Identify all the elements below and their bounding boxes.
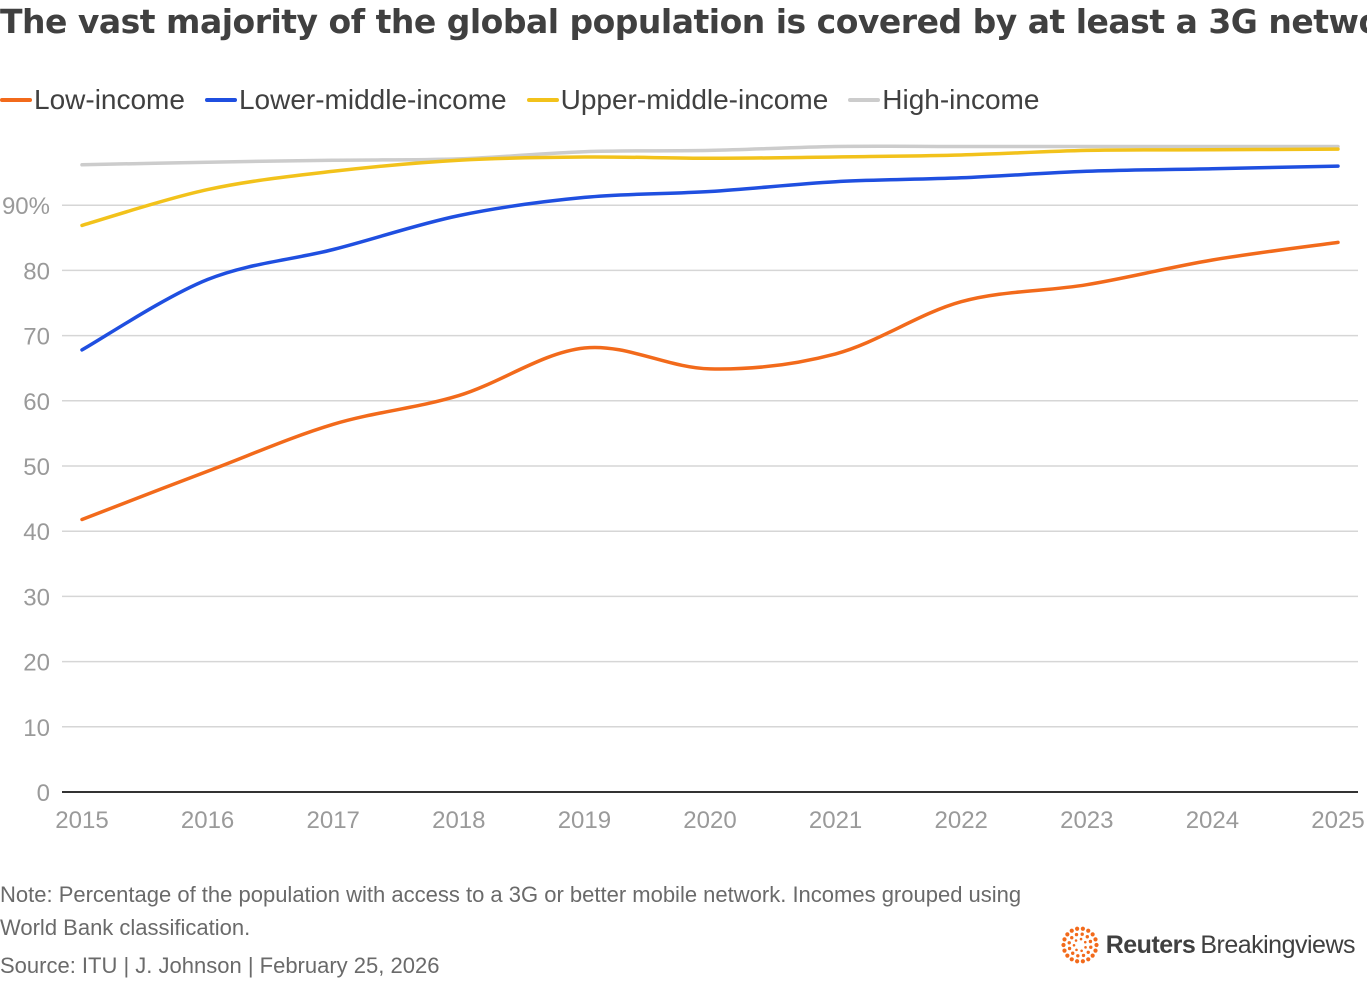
logo-dot xyxy=(1064,932,1070,937)
logo-dot xyxy=(1062,948,1067,953)
logo-dot xyxy=(1069,928,1074,933)
y-tick-label-40: 40 xyxy=(23,519,50,546)
legend-item-high-income: High-income xyxy=(848,84,1039,116)
x-tick-label-2015: 2015 xyxy=(55,807,108,834)
logo-dot xyxy=(1074,932,1078,937)
y-tick-label-90: 90% xyxy=(2,193,50,220)
x-tick-label-2017: 2017 xyxy=(307,807,360,834)
logo-dot xyxy=(1090,932,1095,937)
logo-dot xyxy=(1086,950,1090,954)
x-tick-label-2018: 2018 xyxy=(432,807,485,834)
legend-label-upper-middle-income: Upper-middle-income xyxy=(560,84,829,115)
series-line-upper-middle-income xyxy=(80,147,1340,228)
y-tick-label-30: 30 xyxy=(23,584,50,611)
reuters-breakingviews-logo: Reuters Breakingviews xyxy=(1060,925,1355,965)
chart-note: Note: Percentage of the population with … xyxy=(0,882,1022,940)
logo-dot xyxy=(1080,932,1084,936)
chart-legend: Low-income Lower-middle-income Upper-mid… xyxy=(0,84,1059,116)
chart-source: Source: ITU | J. Johnson | February 25, … xyxy=(0,953,440,978)
logo-dot xyxy=(1074,959,1079,964)
legend-swatch-low-income xyxy=(0,98,32,102)
x-tick-label-2020: 2020 xyxy=(683,807,736,834)
logo-dot xyxy=(1080,926,1085,931)
x-tick-label-2016: 2016 xyxy=(181,807,234,834)
y-tick-label-50: 50 xyxy=(23,454,50,481)
logo-dot xyxy=(1074,948,1078,952)
y-tick-label-20: 20 xyxy=(23,650,50,677)
logo-dot xyxy=(1062,937,1067,942)
logo-dot xyxy=(1079,937,1083,941)
series-line-low-income xyxy=(80,240,1340,522)
y-tick-label-10: 10 xyxy=(23,715,50,742)
brand-name-breakingviews: Breakingviews xyxy=(1200,930,1355,959)
logo-dot xyxy=(1074,939,1078,942)
legend-swatch-upper-middle-income xyxy=(526,98,559,102)
x-tick-label-2019: 2019 xyxy=(558,807,611,834)
logo-dot xyxy=(1067,946,1071,951)
logo-dot xyxy=(1067,941,1071,945)
logo-dot xyxy=(1083,940,1087,944)
logo-dot xyxy=(1069,936,1074,940)
logo-dot xyxy=(1094,942,1099,948)
legend-item-low-income: Low-income xyxy=(0,84,185,116)
y-tick-label-70: 70 xyxy=(23,324,50,351)
logo-dot xyxy=(1061,942,1066,948)
logo-dot xyxy=(1093,937,1098,942)
logo-dot xyxy=(1080,959,1085,964)
logo-dot xyxy=(1088,939,1092,944)
reuters-dot-ring-logo-icon xyxy=(1061,926,1099,964)
logo-dot xyxy=(1085,957,1091,962)
brand-name-reuters: Reuters xyxy=(1105,930,1196,959)
x-tick-label-2022: 2022 xyxy=(935,807,988,834)
logo-dot xyxy=(1085,928,1091,933)
legend-label-low-income: Low-income xyxy=(34,84,185,115)
logo-dot xyxy=(1072,943,1076,947)
y-tick-label-0: 0 xyxy=(37,780,50,807)
logo-dot xyxy=(1081,953,1085,958)
legend-item-upper-middle-income: Upper-middle-income xyxy=(526,84,829,116)
y-tick-label-80: 80 xyxy=(23,258,50,285)
series-line-high-income xyxy=(80,144,1340,167)
logo-dot xyxy=(1080,949,1083,953)
logo-dot xyxy=(1093,948,1098,953)
x-tick-label-2024: 2024 xyxy=(1186,807,1239,834)
legend-item-lower-middle-income: Lower-middle-income xyxy=(204,84,507,116)
logo-dot xyxy=(1085,935,1089,939)
logo-dot xyxy=(1064,953,1070,958)
legend-label-high-income: High-income xyxy=(882,84,1040,115)
logo-dot xyxy=(1070,951,1075,955)
logo-dot xyxy=(1083,946,1087,949)
legend-label-lower-middle-income: Lower-middle-income xyxy=(238,84,507,115)
line-chart: 0 10 20 30 40 50 60 70 80 90% 2015 2016 2017 2018 2019… xyxy=(2,144,1365,834)
logo-dot xyxy=(1090,953,1095,958)
series-line-lower-middle-income xyxy=(80,164,1340,352)
logo-dot xyxy=(1069,957,1074,962)
chart-title: The vast majority of the global populati… xyxy=(0,2,1367,41)
x-tick-label-2025: 2025 xyxy=(1311,807,1364,834)
logo-dot xyxy=(1074,926,1079,931)
x-tick-label-2021: 2021 xyxy=(809,807,862,834)
legend-swatch-lower-middle-income xyxy=(204,98,237,102)
legend-swatch-high-income xyxy=(848,98,881,102)
y-tick-label-60: 60 xyxy=(23,389,50,416)
logo-dot xyxy=(1088,945,1093,949)
x-tick-label-2023: 2023 xyxy=(1060,807,1113,834)
logo-dot xyxy=(1075,954,1080,958)
